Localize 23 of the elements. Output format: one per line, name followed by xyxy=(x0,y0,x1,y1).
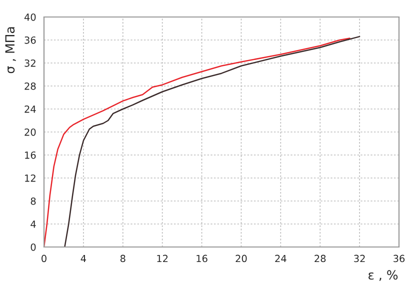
y-tick-label: 0 xyxy=(30,243,36,251)
y-tick-label: 8 xyxy=(30,197,36,205)
x-tick-label: 12 xyxy=(157,254,168,262)
x-tick-label: 0 xyxy=(42,254,46,262)
y-tick-label: 12 xyxy=(25,174,36,182)
y-tick-label: 36 xyxy=(24,36,36,44)
x-tick-label: 32 xyxy=(354,254,365,262)
y-axis-title: σ , МПа xyxy=(5,27,16,74)
y-tick-label: 24 xyxy=(24,105,36,113)
y-tick-label: 16 xyxy=(25,151,36,159)
y-tick-label: 20 xyxy=(24,128,36,136)
x-tick-label: 16 xyxy=(196,254,208,262)
y-tick-label: 4 xyxy=(30,220,36,228)
y-tick-label: 40 xyxy=(24,13,36,21)
x-tick-label: 4 xyxy=(80,254,86,262)
x-tick-label: 24 xyxy=(275,254,286,262)
y-tick-label: 32 xyxy=(24,59,36,67)
y-tick-label: 28 xyxy=(24,82,36,90)
x-axis-title: ε , % xyxy=(368,270,398,281)
x-tick-label: 8 xyxy=(120,254,126,262)
x-tick-label: 20 xyxy=(236,254,247,262)
x-tick-label: 28 xyxy=(314,254,326,262)
x-tick-label: 36 xyxy=(394,254,405,262)
